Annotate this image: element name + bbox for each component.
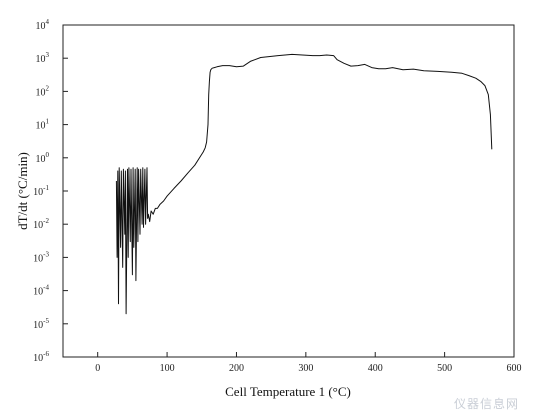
y-tick-label: 101 xyxy=(36,118,50,132)
y-tick-label: 102 xyxy=(36,84,50,98)
y-tick-label: 10-3 xyxy=(33,250,49,264)
x-tick-label: 200 xyxy=(229,363,244,374)
y-tick-label: 104 xyxy=(36,18,50,32)
y-tick-label: 10-4 xyxy=(33,284,49,298)
x-tick-label: 0 xyxy=(95,363,100,374)
x-axis-ticks: 0 100 200 300 400 500 600 xyxy=(95,352,522,374)
y-tick-label: 103 xyxy=(36,51,50,65)
y-tick-label: 10-2 xyxy=(33,217,49,231)
x-tick-label: 500 xyxy=(437,363,452,374)
watermark-logo: 仪器信息网 xyxy=(453,397,519,411)
x-tick-label: 300 xyxy=(298,363,313,374)
series-layer xyxy=(115,53,493,315)
series-line xyxy=(115,53,493,315)
y-axis-title: dT/dt (°C/min) xyxy=(15,152,30,230)
y-axis-ticks: 10-6 10-5 10-4 10-3 10-2 10-1 100 101 102 103 104 xyxy=(33,18,68,364)
y-tick-label: 100 xyxy=(36,151,50,165)
x-tick-label: 100 xyxy=(160,363,175,374)
y-tick-label: 10-1 xyxy=(33,184,49,198)
y-tick-label: 10-5 xyxy=(33,317,49,331)
x-tick-label: 400 xyxy=(368,363,383,374)
x-tick-label: 600 xyxy=(507,363,522,374)
y-tick-label: 10-6 xyxy=(33,350,49,364)
x-axis-title: Cell Temperature 1 (°C) xyxy=(225,384,351,399)
